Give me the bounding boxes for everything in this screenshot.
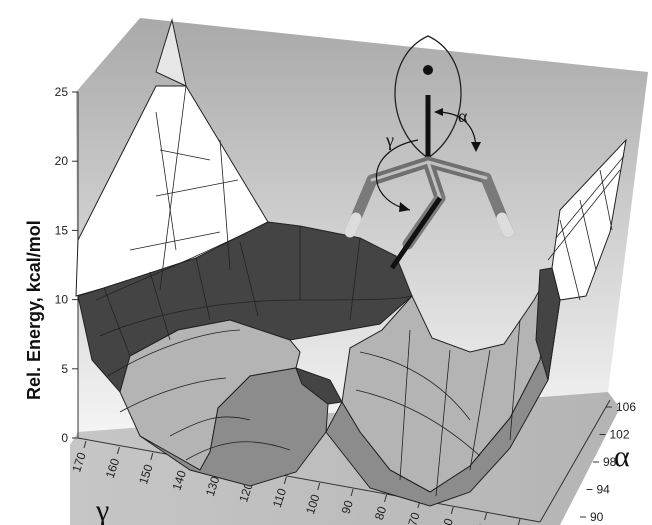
- inset-gamma-label: γ: [385, 130, 394, 150]
- surface-mesh-line: [547, 169, 621, 261]
- surface-mesh-line: [349, 237, 361, 321]
- gamma-tick-group: 170160150140130120110100908070605040: [69, 440, 521, 525]
- energy-tick-label: 25: [55, 85, 69, 99]
- surface-mesh-line: [149, 271, 171, 341]
- surface-mesh-line: [195, 257, 211, 321]
- gamma-tick-label: 100: [303, 492, 323, 516]
- surface-mesh-line: [359, 351, 471, 421]
- alpha-arrowhead-top: [434, 108, 443, 116]
- gamma-tick-label: 130: [203, 474, 223, 498]
- gamma-tick-label: 160: [103, 456, 123, 480]
- surface-mesh-line: [579, 199, 597, 271]
- alpha-tick-label: 102: [610, 428, 630, 442]
- surface-mesh-line: [129, 231, 221, 251]
- alpha-tick-label: 98: [603, 455, 617, 469]
- surface-mesh-line: [355, 389, 481, 457]
- surface-band: [295, 367, 343, 405]
- surface-mesh-line: [185, 441, 291, 461]
- gamma-tick-mark: [150, 452, 154, 461]
- gamma-tick-label: 150: [136, 462, 156, 486]
- gamma-tick-label: 110: [270, 486, 289, 509]
- alpha-arrowhead: [471, 142, 481, 152]
- gamma-axis: [77, 437, 541, 523]
- energy-tick-label: 5: [61, 362, 68, 376]
- energy-axis-title: Rel. Energy, kcal/mol: [24, 220, 44, 400]
- alpha-tick-group: 90 94 98 102 106: [580, 400, 636, 524]
- gamma-reference-stick: [389, 196, 443, 270]
- gamma-tick-mark: [317, 482, 321, 491]
- gamma-axis-title: γ: [95, 494, 109, 525]
- gamma-tick-label: 80: [372, 504, 390, 521]
- surface-mesh-line: [219, 139, 231, 271]
- surface-mesh-line: [399, 329, 411, 481]
- surface-mesh-line: [99, 295, 413, 337]
- surface-mesh-line: [599, 169, 613, 231]
- gamma-tick-mark: [450, 506, 454, 515]
- alpha-tick-label: 94: [597, 483, 611, 497]
- alpha-tick-label: 90: [590, 510, 604, 524]
- surface-mesh-line: [95, 221, 269, 301]
- surface-mesh-line: [103, 287, 131, 357]
- gamma-tick-label: 60: [439, 516, 457, 525]
- lone-pair-lobe: [394, 35, 462, 159]
- surface-band: [155, 18, 187, 87]
- surface-mesh-line: [555, 155, 625, 239]
- gamma-tick-mark: [283, 476, 287, 485]
- surface-mesh-line: [509, 319, 521, 441]
- alpha-axis-title: α: [614, 440, 630, 473]
- surface-mesh-line: [107, 329, 241, 377]
- alpha-tick-label: 106: [616, 400, 636, 414]
- gamma-arrowhead: [399, 202, 410, 212]
- surface-mesh-line: [469, 349, 491, 471]
- gamma-arc-arrow: [375, 139, 419, 211]
- gamma-tick-mark: [383, 494, 387, 503]
- inset-alpha-label: α: [458, 106, 468, 126]
- energy-tick-label: 20: [55, 154, 69, 168]
- surface-mesh-line: [155, 111, 177, 251]
- energy-surface: [75, 18, 627, 507]
- alpha-axis: [539, 399, 611, 523]
- surface-mesh-line: [119, 377, 227, 413]
- surface-mesh-line: [169, 416, 251, 437]
- surface-mesh-line: [159, 85, 187, 291]
- gamma-tick-label: 170: [69, 450, 89, 474]
- surface-mesh-line: [159, 149, 211, 161]
- gamma-tick-mark: [350, 488, 354, 497]
- energy-tick-label: 10: [55, 293, 69, 307]
- energy-tick-group: 0 5 10 15 20 25: [55, 85, 78, 445]
- gamma-tick-label: 90: [338, 498, 356, 515]
- gamma-tick-mark: [116, 446, 120, 455]
- surface-mesh-line: [155, 179, 239, 197]
- surface-band: [535, 267, 561, 381]
- gamma-tick-mark: [83, 440, 87, 449]
- energy-tick-label: 0: [61, 431, 68, 445]
- energy-tick-label: 15: [55, 223, 69, 237]
- surface-mesh-line: [435, 349, 451, 497]
- molecule-inset: γ α: [344, 35, 514, 270]
- surface-mesh-line: [559, 219, 581, 301]
- gamma-tick-mark: [484, 512, 488, 521]
- lone-pair-dot: [423, 65, 433, 75]
- gamma-tick-label: 70: [405, 510, 423, 525]
- molecule-bonds: [344, 156, 514, 250]
- gamma-tick-label: 140: [170, 468, 190, 492]
- surface-mesh-line: [239, 241, 259, 317]
